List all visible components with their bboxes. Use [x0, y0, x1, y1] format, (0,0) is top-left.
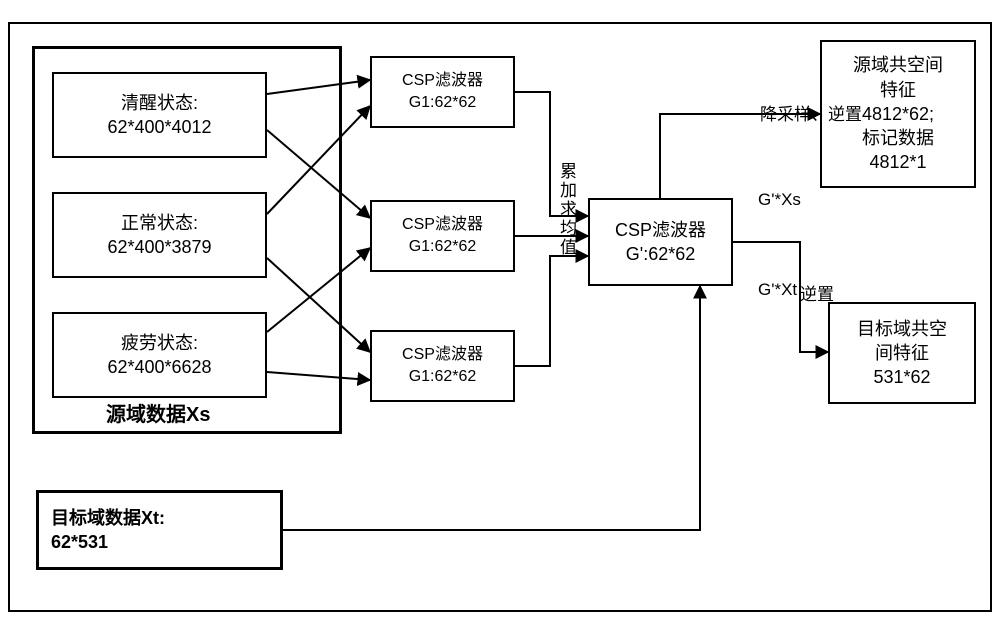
out-line: 标记数据 — [862, 126, 934, 150]
csp-title: CSP滤波器 — [402, 70, 483, 92]
gprime-title: CSP滤波器 — [615, 218, 706, 242]
out-line: 间特征 — [875, 341, 929, 365]
out-line: 源域共空间 — [853, 53, 943, 77]
target-data-line: 目标域数据Xt: — [51, 506, 165, 530]
edge-label-gxt: G'*Xt — [758, 280, 797, 300]
csp-filter-box: CSP滤波器 G1:62*62 — [370, 200, 515, 272]
edge-label-invert: 逆置 — [800, 280, 834, 305]
state-box-awake: 清醒状态: 62*400*4012 — [52, 72, 267, 158]
csp-filter-box: CSP滤波器 G1:62*62 — [370, 330, 515, 402]
state-dim: 62*400*6628 — [107, 355, 211, 379]
csp-sub: G1:62*62 — [409, 366, 477, 388]
target-data-line: 62*531 — [51, 530, 108, 554]
out-line: 目标域共空 — [857, 317, 947, 341]
csp-filter-box: CSP滤波器 G1:62*62 — [370, 56, 515, 128]
csp-sub: G1:62*62 — [409, 236, 477, 258]
target-domain-data: 目标域数据Xt: 62*531 — [36, 490, 283, 570]
edge-label-line: 逆置 — [828, 105, 862, 124]
out-line: 特征 — [880, 78, 916, 102]
state-dim: 62*400*4012 — [107, 115, 211, 139]
state-dim: 62*400*3879 — [107, 235, 211, 259]
accumulate-label: 累加求均值 — [554, 162, 579, 257]
out-line: 531*62 — [873, 365, 930, 389]
state-box-fatigue: 疲劳状态: 62*400*6628 — [52, 312, 267, 398]
edge-label-line: 降采样、 — [760, 105, 828, 124]
csp-title: CSP滤波器 — [402, 344, 483, 366]
state-box-normal: 正常状态: 62*400*3879 — [52, 192, 267, 278]
csp-filter-gprime: CSP滤波器 G':62*62 — [588, 198, 733, 286]
csp-sub: G1:62*62 — [409, 92, 477, 114]
csp-title: CSP滤波器 — [402, 214, 483, 236]
gprime-sub: G':62*62 — [626, 242, 696, 266]
output-target-features: 目标域共空 间特征 531*62 — [828, 302, 976, 404]
edge-label-gxs: G'*Xs — [758, 190, 801, 210]
state-title: 正常状态: — [121, 211, 198, 235]
state-title: 清醒状态: — [121, 91, 198, 115]
out-line: 4812*62; — [862, 102, 934, 126]
out-line: 4812*1 — [869, 150, 926, 174]
source-domain-label: 源域数据Xs — [106, 398, 210, 427]
edge-label-downsample: 降采样、逆置 — [760, 100, 862, 125]
state-title: 疲劳状态: — [121, 331, 198, 355]
